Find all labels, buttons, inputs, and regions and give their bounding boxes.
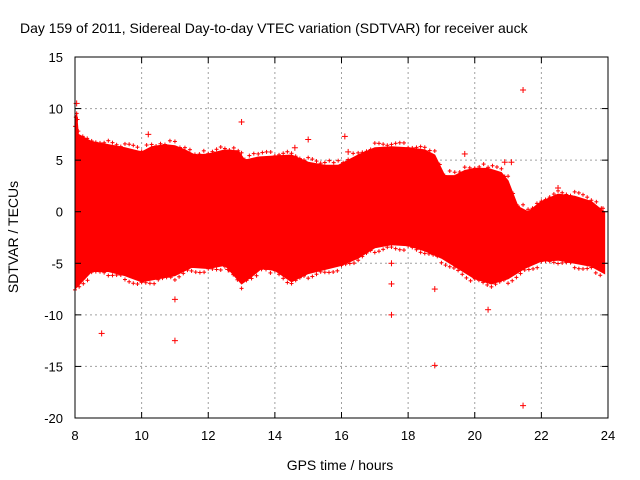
x-tick-label: 22 bbox=[534, 428, 548, 443]
data-envelope bbox=[74, 113, 606, 291]
data-area bbox=[73, 87, 606, 409]
outlier-point bbox=[171, 296, 178, 303]
y-tick-label: -20 bbox=[44, 411, 63, 426]
outlier-point bbox=[388, 311, 395, 318]
outlier-point bbox=[431, 286, 438, 293]
x-tick-label: 16 bbox=[334, 428, 348, 443]
outlier-point bbox=[388, 280, 395, 287]
x-tick-label: 14 bbox=[268, 428, 282, 443]
x-tick-label: 20 bbox=[468, 428, 482, 443]
outlier-point bbox=[555, 184, 562, 191]
axis-ticks: 8 10 12 14 16 18 20 22 24 -20 -15 -10 -5 0 5 10 15 bbox=[44, 50, 615, 443]
outlier-point bbox=[501, 159, 508, 166]
x-tick-label: 10 bbox=[134, 428, 148, 443]
outlier-point bbox=[508, 159, 515, 166]
outlier-point bbox=[345, 148, 352, 155]
outlier-point bbox=[431, 362, 438, 369]
outlier-point bbox=[171, 337, 178, 344]
y-tick-label: 15 bbox=[49, 50, 63, 65]
y-tick-label: -10 bbox=[44, 308, 63, 323]
outlier-point bbox=[225, 266, 232, 273]
outlier-point bbox=[291, 144, 298, 151]
outlier-point bbox=[485, 306, 492, 313]
x-axis-label: GPS time / hours bbox=[287, 457, 394, 473]
outlier-point bbox=[341, 133, 348, 140]
y-axis-label: SDTVAR / TECUs bbox=[5, 181, 21, 293]
outlier-point bbox=[520, 402, 527, 409]
y-tick-label: 5 bbox=[56, 153, 63, 168]
y-tick-label: -15 bbox=[44, 359, 63, 374]
x-tick-label: 18 bbox=[401, 428, 415, 443]
y-tick-label: 10 bbox=[49, 102, 63, 117]
outlier-point bbox=[388, 260, 395, 267]
outlier-point bbox=[461, 150, 468, 157]
outlier-point bbox=[145, 131, 152, 138]
outlier-point bbox=[520, 87, 527, 94]
chart-title: Day 159 of 2011, Sidereal Day-to-day VTE… bbox=[20, 20, 529, 36]
y-tick-label: -5 bbox=[51, 256, 63, 271]
outlier-point bbox=[98, 330, 105, 337]
x-tick-label: 8 bbox=[71, 428, 78, 443]
y-tick-label: 0 bbox=[56, 205, 63, 220]
x-tick-label: 24 bbox=[601, 428, 615, 443]
outlier-point bbox=[238, 118, 245, 125]
x-tick-label: 12 bbox=[201, 428, 215, 443]
outlier-point bbox=[305, 136, 312, 143]
